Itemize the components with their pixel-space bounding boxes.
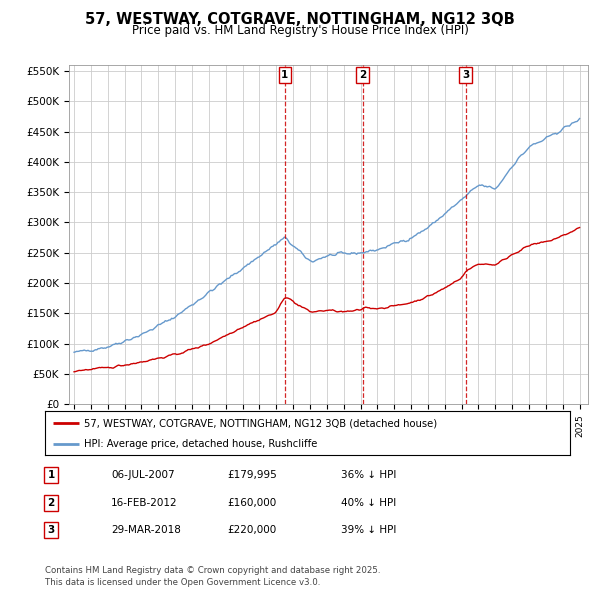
Text: 1: 1 xyxy=(281,70,289,80)
Text: 3: 3 xyxy=(462,70,469,80)
Text: 57, WESTWAY, COTGRAVE, NOTTINGHAM, NG12 3QB: 57, WESTWAY, COTGRAVE, NOTTINGHAM, NG12 … xyxy=(85,12,515,27)
Text: Contains HM Land Registry data © Crown copyright and database right 2025.
This d: Contains HM Land Registry data © Crown c… xyxy=(45,566,380,587)
Text: £179,995: £179,995 xyxy=(227,470,277,480)
Text: £160,000: £160,000 xyxy=(227,498,277,507)
Text: 40% ↓ HPI: 40% ↓ HPI xyxy=(341,498,397,507)
Text: 06-JUL-2007: 06-JUL-2007 xyxy=(111,470,175,480)
Text: 36% ↓ HPI: 36% ↓ HPI xyxy=(341,470,397,480)
Text: 16-FEB-2012: 16-FEB-2012 xyxy=(111,498,178,507)
Text: HPI: Average price, detached house, Rushcliffe: HPI: Average price, detached house, Rush… xyxy=(85,438,318,448)
Text: 1: 1 xyxy=(47,470,55,480)
Text: 29-MAR-2018: 29-MAR-2018 xyxy=(111,526,181,535)
Text: 57, WESTWAY, COTGRAVE, NOTTINGHAM, NG12 3QB (detached house): 57, WESTWAY, COTGRAVE, NOTTINGHAM, NG12 … xyxy=(85,418,437,428)
Text: Price paid vs. HM Land Registry's House Price Index (HPI): Price paid vs. HM Land Registry's House … xyxy=(131,24,469,37)
Text: 39% ↓ HPI: 39% ↓ HPI xyxy=(341,526,397,535)
Text: £220,000: £220,000 xyxy=(227,526,277,535)
Text: 2: 2 xyxy=(359,70,366,80)
Text: 2: 2 xyxy=(47,498,55,507)
Text: 3: 3 xyxy=(47,526,55,535)
